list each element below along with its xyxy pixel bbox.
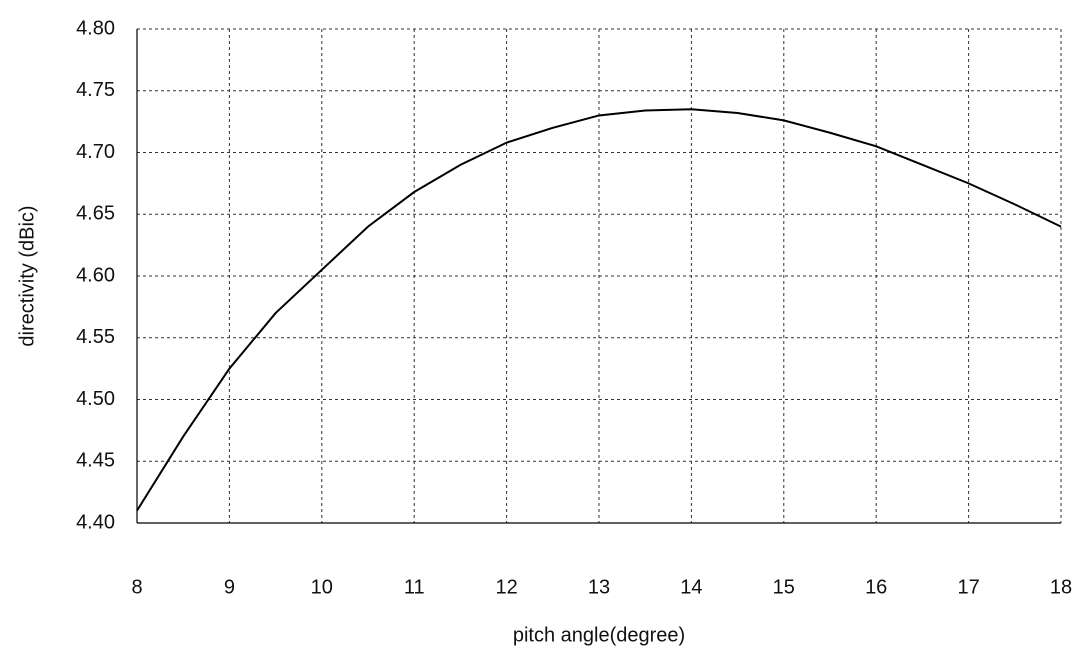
x-axis-title: pitch angle(degree): [513, 624, 685, 646]
x-tick-label: 12: [495, 576, 517, 598]
x-tick-label: 10: [311, 576, 333, 598]
x-tick-label: 11: [404, 576, 425, 598]
x-tick-label: 14: [680, 576, 702, 598]
x-tick-label: 17: [957, 576, 979, 598]
y-tick-label: 4.75: [76, 79, 115, 101]
x-tick-label: 16: [865, 576, 887, 598]
y-tick-label: 4.50: [76, 388, 115, 410]
y-tick-label: 4.60: [76, 264, 115, 286]
x-tick-label: 13: [588, 576, 610, 598]
y-tick-label: 4.55: [76, 326, 115, 348]
y-tick-label: 4.65: [76, 203, 115, 225]
data-line: [136, 108, 1062, 512]
x-tick-label: 18: [1050, 576, 1072, 598]
y-tick-label: 4.70: [76, 141, 115, 163]
x-tick-label: 9: [224, 576, 235, 598]
x-tick-label: 8: [131, 576, 142, 598]
y-tick-label: 4.40: [76, 511, 115, 533]
y-axis-title: directivity (dBic): [16, 205, 38, 346]
y-tick-label: 4.80: [76, 17, 115, 39]
x-tick-label: 15: [773, 576, 795, 598]
y-tick-label: 4.45: [76, 450, 115, 472]
